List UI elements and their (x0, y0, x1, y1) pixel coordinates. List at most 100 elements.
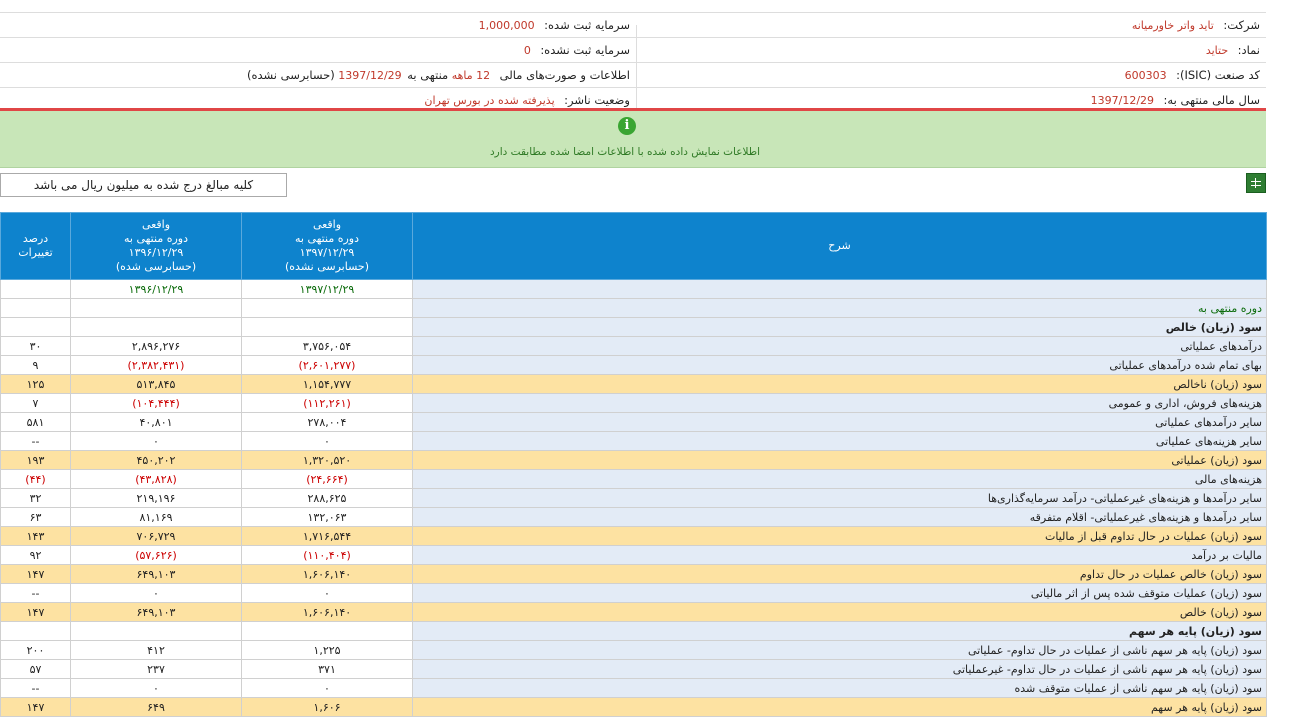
pct-change-cell: -- (0, 583, 71, 603)
header-cur-line2: دوره منتهی به (294, 232, 359, 245)
unreg-capital-label: سرمایه ثبت نشده: (540, 43, 630, 57)
header-prev-line2: دوره منتهی به (123, 232, 188, 245)
statements-period: 12 ماهه (451, 69, 491, 82)
header-pct-line1: درصد (22, 232, 49, 245)
description-cell: سایر هزینه‌های عملیاتی (412, 431, 1267, 451)
header-description: شرح (412, 212, 1267, 280)
description-cell: درآمدهای عملیاتی (412, 336, 1267, 356)
prev-value-cell: (۲,۳۸۲,۴۳۱) (70, 355, 242, 375)
excel-export-icon[interactable] (1246, 173, 1266, 193)
description-cell: سایر درآمدهای عملیاتی (412, 412, 1267, 432)
verification-notice: i اطلاعات نمایش داده شده با اطلاعات امضا… (0, 111, 1266, 168)
prev-value-cell (70, 317, 242, 337)
description-cell: هزینه‌های فروش، اداری و عمومی (412, 393, 1267, 413)
symbol-field: نماد: حتاید (1206, 38, 1260, 62)
symbol-value: حتاید (1205, 44, 1229, 57)
pct-change-cell (0, 279, 71, 299)
prev-value-cell: ۶۴۹,۱۰۳ (70, 564, 242, 584)
symbol-label: نماد: (1237, 43, 1260, 57)
table-row: -- ۰ ۰ سود (زیان) عملیات متوقف شده پس از اث… (0, 583, 1267, 603)
table-row: ۱۴۳ ۷۰۶,۷۲۹ ۱,۷۱۶,۵۴۴ سود (زیان) عملیات در … (0, 526, 1267, 546)
pct-change-cell: ۱۴۷ (0, 697, 71, 717)
description-cell: سود (زیان) عملیاتی (412, 450, 1267, 470)
fiscal-value: 1397/12/29 (1090, 94, 1155, 107)
prev-value-cell (70, 298, 242, 318)
fiscal-label: سال مالی منتهی به: (1163, 93, 1260, 107)
prev-value-cell: ۸۱,۱۶۹ (70, 507, 242, 527)
cur-value-cell: ۳۷۱ (241, 659, 413, 679)
table-row: سود (زیان) خالص (0, 317, 1267, 337)
description-cell: سود (زیان) خالص (412, 317, 1267, 337)
table-row: ۷ (۱۰۴,۴۴۴) (۱۱۲,۲۶۱) هزینه‌های فروش، اداری… (0, 393, 1267, 413)
pct-change-cell: ۱۴۷ (0, 564, 71, 584)
units-note: کلیه مبالغ درج شده به میلیون ریال می باش… (0, 173, 287, 197)
company-label: شرکت: (1223, 18, 1260, 32)
cur-value-cell: (۲۴,۶۶۴) (241, 469, 413, 489)
table-row: سود (زیان) پایه هر سهم (0, 621, 1267, 641)
description-cell: سود (زیان) عملیات متوقف شده پس از اثر ما… (412, 583, 1267, 603)
pct-change-cell (0, 621, 71, 641)
table-row: ۱۹۳ ۴۵۰,۲۰۲ ۱,۳۲۰,۵۲۰ سود (زیان) عملیاتی (0, 450, 1267, 470)
prev-value-cell: ۶۴۹,۱۰۳ (70, 602, 242, 622)
table-row: ۱۴۷ ۶۴۹ ۱,۶۰۶ سود (زیان) پایه هر سهم (0, 697, 1267, 717)
cur-value-cell: (۲,۶۰۱,۲۷۷) (241, 355, 413, 375)
prev-value-cell: ۴۵۰,۲۰۲ (70, 450, 242, 470)
separator-line (0, 108, 1266, 111)
description-cell: سایر درآمدها و هزینه‌های غیرعملیاتی- اقل… (412, 507, 1267, 527)
cur-value-cell: ۲۷۸,۰۰۴ (241, 412, 413, 432)
pct-change-cell: ۱۹۳ (0, 450, 71, 470)
prev-value-cell: (۱۰۴,۴۴۴) (70, 393, 242, 413)
cur-value-cell (241, 298, 413, 318)
pct-change-cell: ۳۲ (0, 488, 71, 508)
prev-value-cell: ۰ (70, 431, 242, 451)
table-row: ۵۷ ۲۳۷ ۳۷۱ سود (زیان) پایه هر سهم ناشی از ع… (0, 659, 1267, 679)
pct-change-cell: -- (0, 678, 71, 698)
reg-capital-value: 1,000,000 (478, 19, 535, 32)
cur-value-cell (241, 621, 413, 641)
pct-change-cell: ۱۲۵ (0, 374, 71, 394)
cur-value-cell: ۱,۳۲۰,۵۲۰ (241, 450, 413, 470)
table-row: ۳۰ ۲,۸۹۶,۲۷۶ ۳,۷۵۶,۰۵۴ درآمدهای عملیاتی (0, 336, 1267, 356)
cur-value-cell: ۱۳۹۷/۱۲/۲۹ (241, 279, 413, 299)
prev-value-cell (70, 621, 242, 641)
statements-label: اطلاعات و صورت‌های مالی (499, 68, 630, 82)
description-cell: سود (زیان) ناخالص (412, 374, 1267, 394)
statements-date: 1397/12/29 (338, 69, 402, 82)
header-pct-change: درصد تغییرات (0, 212, 71, 280)
pct-change-cell (0, 298, 71, 318)
pct-change-cell: ۲۰۰ (0, 640, 71, 660)
prev-value-cell: ۲۳۷ (70, 659, 242, 679)
info-divider (636, 25, 637, 120)
header-cur-line3: ۱۳۹۷/۱۲/۲۹ (299, 246, 355, 259)
unreg-capital-value: 0 (523, 44, 531, 57)
description-cell: سود (زیان) پایه هر سهم (412, 621, 1267, 641)
publisher-label: وضعیت ناشر: (564, 93, 630, 107)
pct-change-cell: ۷ (0, 393, 71, 413)
table-row: ۱۴۷ ۶۴۹,۱۰۳ ۱,۶۰۶,۱۴۰ سود (زیان) خالص عملیا… (0, 564, 1267, 584)
pct-change-cell: (۴۴) (0, 469, 71, 489)
header-prev-line4: (حسابرسی شده) (115, 260, 197, 273)
reg-capital-field: سرمایه ثبت شده: 1,000,000 (479, 13, 630, 37)
table-row: ۱۲۵ ۵۱۳,۸۴۵ ۱,۱۵۴,۷۷۷ سود (زیان) ناخالص (0, 374, 1267, 394)
table-row: -- ۰ ۰ سایر هزینه‌های عملیاتی (0, 431, 1267, 451)
pct-change-cell: ۱۴۷ (0, 602, 71, 622)
prev-value-cell: ۴۰,۸۰۱ (70, 412, 242, 432)
cur-value-cell: ۱,۶۰۶,۱۴۰ (241, 564, 413, 584)
income-statement-table: درصد تغییرات واقعی دوره منتهی به ۱۳۹۶/۱۲… (0, 212, 1267, 717)
header-cur-period: واقعی دوره منتهی به ۱۳۹۷/۱۲/۲۹ (حسابرسی … (241, 212, 413, 280)
table-row: ۵۸۱ ۴۰,۸۰۱ ۲۷۸,۰۰۴ سایر درآمدهای عملیاتی (0, 412, 1267, 432)
pct-change-cell: ۳۰ (0, 336, 71, 356)
cur-value-cell: (۱۱۰,۴۰۴) (241, 545, 413, 565)
info-row-2: نماد: حتاید سرمایه ثبت نشده: 0 (0, 38, 1266, 63)
prev-value-cell: ۴۱۲ (70, 640, 242, 660)
pct-change-cell: ۵۸۱ (0, 412, 71, 432)
isic-value: 600303 (1124, 69, 1167, 82)
header-cur-line4: (حسابرسی نشده) (285, 260, 369, 273)
table-row: -- ۰ ۰ سود (زیان) پایه هر سهم ناشی از عملیا… (0, 678, 1267, 698)
cur-value-cell: ۰ (241, 678, 413, 698)
cur-value-cell: ۱,۶۰۶,۱۴۰ (241, 602, 413, 622)
cur-value-cell: ۱,۱۵۴,۷۷۷ (241, 374, 413, 394)
reg-capital-label: سرمایه ثبت شده: (544, 18, 630, 32)
table-row: ۶۳ ۸۱,۱۶۹ ۱۳۲,۰۶۳ سایر درآمدها و هزینه‌های … (0, 507, 1267, 527)
prev-value-cell: ۲,۸۹۶,۲۷۶ (70, 336, 242, 356)
